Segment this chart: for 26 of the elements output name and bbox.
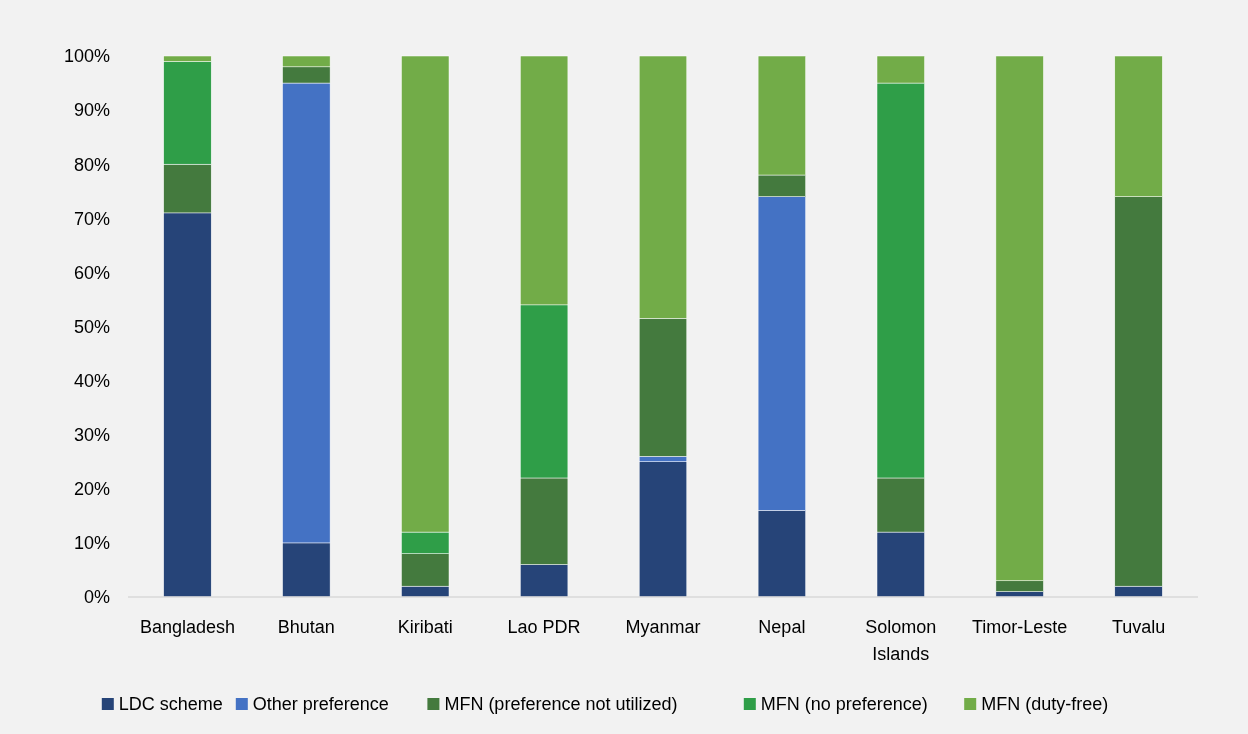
legend-label: MFN (duty-free) <box>981 694 1109 715</box>
y-tick-label: 40% <box>73 370 110 391</box>
y-tick-label: 80% <box>73 154 110 175</box>
x-tick-label: Bangladesh <box>139 617 235 637</box>
x-tick-label: Tuvalu <box>1111 617 1166 637</box>
x-tick-label: Timor-Leste <box>971 617 1068 637</box>
y-tick-label: 10% <box>73 533 110 554</box>
legend-label: Other preference <box>252 694 389 715</box>
x-tick-label: Solomon Islands <box>865 617 937 664</box>
y-tick-label: 100% <box>63 46 110 67</box>
bar <box>638 461 688 598</box>
y-tick-label: 60% <box>73 262 110 283</box>
y-tick-label: 70% <box>73 208 110 229</box>
y-tick-label: 90% <box>73 100 110 121</box>
y-tick-label: 20% <box>73 479 110 500</box>
x-tick-label: Myanmar <box>625 617 701 637</box>
legend-label: MFN (no preference) <box>760 694 928 715</box>
y-tick-label: 0% <box>83 587 110 608</box>
y-tick-label: 30% <box>73 425 110 445</box>
legend-label: LDC scheme <box>118 694 223 715</box>
x-tick-label: Nepal <box>758 617 806 637</box>
x-tick-label: Lao PDR <box>507 617 581 637</box>
y-tick-label: 50% <box>73 316 110 337</box>
legend-label: MFN (preference not utilized) <box>444 694 678 715</box>
x-tick-label: Bhutan <box>277 617 335 637</box>
x-tick-label: Kiribati <box>397 617 453 637</box>
